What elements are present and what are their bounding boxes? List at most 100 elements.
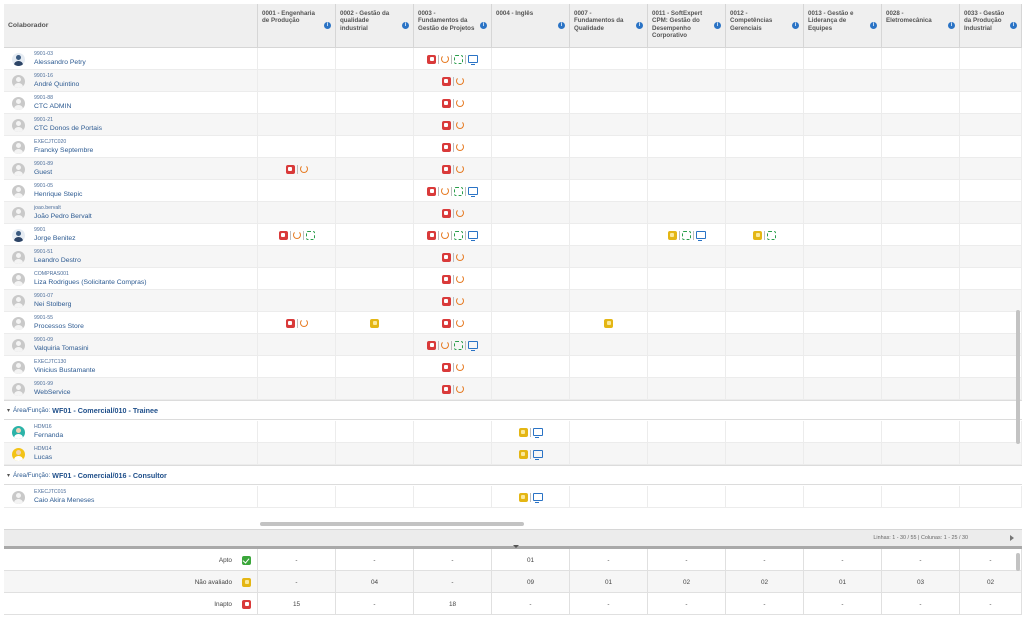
- column-header-7[interactable]: 0013 - Gestão e Liderança de Equipes i: [804, 4, 882, 48]
- collapse-caret-icon[interactable]: ▾: [7, 407, 11, 414]
- collaborator-name[interactable]: Leandro Destro: [34, 257, 81, 264]
- inapto-icon[interactable]: [441, 76, 451, 86]
- info-icon[interactable]: i: [558, 22, 565, 29]
- info-icon[interactable]: i: [1010, 22, 1017, 29]
- info-icon[interactable]: i: [792, 22, 799, 29]
- info-icon[interactable]: i: [324, 22, 331, 29]
- collaborator-cell[interactable]: 9901-16 André Quintino: [4, 70, 258, 92]
- training-monitor-icon[interactable]: [468, 231, 478, 241]
- inapto-icon[interactable]: [441, 98, 451, 108]
- collaborator-name[interactable]: CTC Donos de Portais: [34, 125, 102, 132]
- collaborator-name[interactable]: Nei Stolberg: [34, 301, 72, 308]
- nao-avaliado-icon[interactable]: [753, 230, 762, 240]
- collapse-caret-icon[interactable]: ▾: [7, 472, 11, 479]
- collaborator-cell[interactable]: EXECJTC015 Caio Akira Meneses: [4, 486, 258, 508]
- info-icon[interactable]: i: [948, 22, 955, 29]
- inapto-icon[interactable]: [285, 318, 295, 328]
- collaborator-cell[interactable]: 9901-88 CTC ADMIN: [4, 92, 258, 114]
- training-monitor-icon[interactable]: [532, 450, 543, 460]
- collaborator-cell[interactable]: EXECJTC130 Vinicius Bustamante: [4, 356, 258, 378]
- nao-avaliado-icon[interactable]: [370, 318, 379, 328]
- column-header-3[interactable]: 0004 - Inglês i: [492, 4, 570, 48]
- reevaluate-icon[interactable]: [441, 55, 449, 63]
- collaborator-cell[interactable]: 9901-05 Henrique Stepic: [4, 180, 258, 202]
- collaborator-cell[interactable]: 9901-99 WebService: [4, 378, 258, 400]
- reevaluate-icon[interactable]: [455, 209, 464, 217]
- training-monitor-icon[interactable]: [468, 187, 478, 197]
- collaborator-name[interactable]: Henrique Stepic: [34, 191, 83, 198]
- next-columns-icon[interactable]: [1010, 535, 1014, 541]
- training-monitor-icon[interactable]: [468, 55, 478, 65]
- info-icon[interactable]: i: [636, 22, 643, 29]
- info-icon[interactable]: i: [402, 22, 409, 29]
- reevaluate-icon[interactable]: [455, 363, 464, 371]
- collaborator-name[interactable]: Jorge Benitez: [34, 235, 76, 242]
- collaborator-cell[interactable]: 9901-09 Valquiria Tomasini: [4, 334, 258, 356]
- collaborator-name[interactable]: Valquiria Tomasini: [34, 345, 89, 352]
- sync-icon[interactable]: [454, 230, 463, 240]
- column-header-2[interactable]: 0003 - Fundamentos da Gestão de Projetos…: [414, 4, 492, 48]
- inapto-icon[interactable]: [441, 120, 451, 130]
- collaborator-name[interactable]: Caio Akira Meneses: [34, 497, 95, 504]
- info-icon[interactable]: i: [714, 22, 721, 29]
- group-header[interactable]: ▾ Área/Função: WF01 - Comercial/016 - Cons…: [4, 465, 1022, 485]
- collaborator-cell[interactable]: 9901-89 Guest: [4, 158, 258, 180]
- collaborator-cell[interactable]: COMPRAS001 Liza Rodrigues (Solicitante Co…: [4, 268, 258, 290]
- collaborator-cell[interactable]: 9901-07 Nei Stolberg: [4, 290, 258, 312]
- inapto-icon[interactable]: [427, 340, 436, 350]
- collaborator-name[interactable]: Processos Store: [34, 323, 84, 330]
- reevaluate-icon[interactable]: [455, 143, 464, 151]
- column-header-colaborador[interactable]: Colaborador: [4, 4, 258, 48]
- column-header-6[interactable]: 0012 - Competências Gerenciais i: [726, 4, 804, 48]
- reevaluate-icon[interactable]: [441, 231, 449, 239]
- summary-scrollbar[interactable]: [1016, 553, 1020, 571]
- reevaluate-icon[interactable]: [455, 165, 464, 173]
- inapto-icon[interactable]: [427, 230, 436, 240]
- inapto-icon[interactable]: [441, 208, 451, 218]
- sync-icon[interactable]: [305, 230, 315, 240]
- collaborator-cell[interactable]: HDM16 Fernanda: [4, 421, 258, 443]
- reevaluate-icon[interactable]: [455, 297, 464, 305]
- nao-avaliado-icon[interactable]: [518, 449, 528, 459]
- collaborator-cell[interactable]: EXECJTC020 Francky Septembre: [4, 136, 258, 158]
- inapto-icon[interactable]: [285, 164, 295, 174]
- collaborator-cell[interactable]: 9901-55 Processos Store: [4, 312, 258, 334]
- inapto-icon[interactable]: [441, 296, 451, 306]
- collaborator-name[interactable]: Vinicius Bustamante: [34, 367, 96, 374]
- reevaluate-icon[interactable]: [441, 187, 449, 195]
- inapto-icon[interactable]: [441, 362, 451, 372]
- sync-icon[interactable]: [454, 340, 463, 350]
- collaborator-cell[interactable]: 9901 Jorge Benitez: [4, 224, 258, 246]
- training-monitor-icon[interactable]: [695, 231, 706, 241]
- collaborator-cell[interactable]: HDM14 Lucas: [4, 443, 258, 465]
- collaborator-cell[interactable]: 9901-03 Alessandro Petry: [4, 48, 258, 70]
- horizontal-scrollbar[interactable]: [260, 522, 524, 526]
- info-icon[interactable]: i: [480, 22, 487, 29]
- collaborator-name[interactable]: Guest: [34, 169, 53, 176]
- collaborator-name[interactable]: WebService: [34, 389, 71, 396]
- inapto-icon[interactable]: [441, 252, 451, 262]
- reevaluate-icon[interactable]: [455, 385, 464, 393]
- sync-icon[interactable]: [681, 230, 691, 240]
- collapse-arrow-icon[interactable]: [513, 545, 519, 548]
- inapto-icon[interactable]: [278, 230, 288, 240]
- collaborator-name[interactable]: Liza Rodrigues (Solicitante Compras): [34, 279, 147, 286]
- collaborator-name[interactable]: João Pedro Bervalt: [34, 213, 92, 220]
- nao-avaliado-icon[interactable]: [518, 492, 528, 502]
- column-header-1[interactable]: 0002 - Gestão da qualidade industrial i: [336, 4, 414, 48]
- collaborator-cell[interactable]: joao.bervalt João Pedro Bervalt: [4, 202, 258, 224]
- collaborator-name[interactable]: André Quintino: [34, 81, 80, 88]
- training-monitor-icon[interactable]: [468, 341, 478, 351]
- collaborator-name[interactable]: Francky Septembre: [34, 147, 94, 154]
- collaborator-name[interactable]: Alessandro Petry: [34, 59, 86, 66]
- nao-avaliado-icon[interactable]: [518, 427, 528, 437]
- inapto-icon[interactable]: [441, 274, 451, 284]
- column-header-5[interactable]: 0011 - SoftExpert CPM: Gestão do Desempe…: [648, 4, 726, 48]
- reevaluate-icon[interactable]: [455, 319, 464, 327]
- reevaluate-icon[interactable]: [455, 275, 464, 283]
- collaborator-name[interactable]: CTC ADMIN: [34, 103, 72, 110]
- inapto-icon[interactable]: [441, 164, 451, 174]
- column-header-4[interactable]: 0007 - Fundamentos da Qualidade i: [570, 4, 648, 48]
- inapto-icon[interactable]: [427, 54, 436, 64]
- collaborator-cell[interactable]: 9901-21 CTC Donos de Portais: [4, 114, 258, 136]
